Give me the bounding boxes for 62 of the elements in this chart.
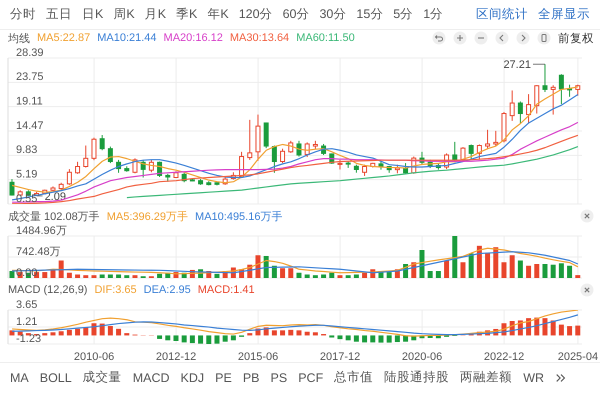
text: MA60:11.50 <box>296 32 355 44</box>
x-tick-label: 2025-04 <box>558 350 598 363</box>
text: 陆股通持股 <box>384 369 450 386</box>
text: PCF <box>298 370 324 384</box>
y-tick-label: 28.39 <box>16 46 44 59</box>
x-tick-label: 2015-06 <box>238 350 278 363</box>
x-tick-label: 2020-06 <box>402 350 442 363</box>
text: 5分 <box>393 6 414 23</box>
x-tick-label: 2012-12 <box>156 350 196 363</box>
text: 全屏显示 <box>538 6 590 23</box>
text: BOLL <box>40 370 72 384</box>
text: 季K <box>176 6 198 23</box>
text: 60分 <box>282 6 310 23</box>
y-tick-label: -1.23 <box>16 332 42 345</box>
text: 两融差额 <box>460 369 512 386</box>
text: 总市值 <box>334 369 374 386</box>
text: MA5:396.29万手 <box>106 210 188 224</box>
text: 五日 <box>46 6 72 23</box>
text: MA10:21.44 <box>97 32 157 44</box>
chart-title: MACD (12,26,9) <box>8 284 88 296</box>
text: 成交量 <box>82 369 122 386</box>
x-tick-label: 2017-12 <box>320 350 360 363</box>
y-tick-label: 23.75 <box>16 71 44 84</box>
y-tick-label: 9.83 <box>16 144 38 156</box>
text: PB <box>242 370 260 384</box>
y-tick-label: 0.00 <box>16 266 38 279</box>
y-tick-label: 742.48万 <box>16 246 61 258</box>
x-tick-label: 2022-12 <box>484 350 524 363</box>
y-tick-label: 19.11 <box>16 96 43 108</box>
text: 120分 <box>238 6 273 23</box>
text: 30分 <box>319 6 346 23</box>
text: 前复权 <box>558 32 594 46</box>
y-tick-label: 1.21 <box>16 316 38 328</box>
text: MA20:16.12 <box>164 32 223 44</box>
text: 区间统计 <box>476 6 528 23</box>
text: MACD <box>132 370 170 384</box>
text: 分时 <box>10 6 36 23</box>
text: 15分 <box>356 6 384 23</box>
text: PS <box>270 370 288 384</box>
text: 日K <box>82 6 104 23</box>
text: PE <box>215 370 232 384</box>
text: MA5:22.87 <box>37 32 90 44</box>
y-tick-label: 5.19 <box>16 168 38 181</box>
legend-title: 均线 <box>8 32 30 46</box>
text: MA <box>10 370 29 384</box>
text: 年K <box>207 6 229 23</box>
text: 月K <box>144 6 166 23</box>
text: DEA:2.95 <box>144 284 191 296</box>
text: MA30:13.64 <box>230 32 290 44</box>
chart-title: 成交量 102.08万手 <box>8 210 100 224</box>
y-tick-label: 3.65 <box>16 298 38 311</box>
text: DIF:3.65 <box>94 284 137 296</box>
y-tick-label: 1484.96万 <box>16 224 67 237</box>
y-tick-label: 14.47 <box>16 120 44 132</box>
text: 1分 <box>423 6 444 23</box>
text: WR <box>523 370 544 384</box>
text: MACD:1.41 <box>198 284 255 296</box>
x-tick-label: 2010-06 <box>74 350 114 363</box>
text: MA10:495.16万手 <box>195 210 282 224</box>
text: 27.21 <box>503 59 531 72</box>
text: 周K <box>113 6 135 23</box>
text: KDJ <box>180 370 204 384</box>
